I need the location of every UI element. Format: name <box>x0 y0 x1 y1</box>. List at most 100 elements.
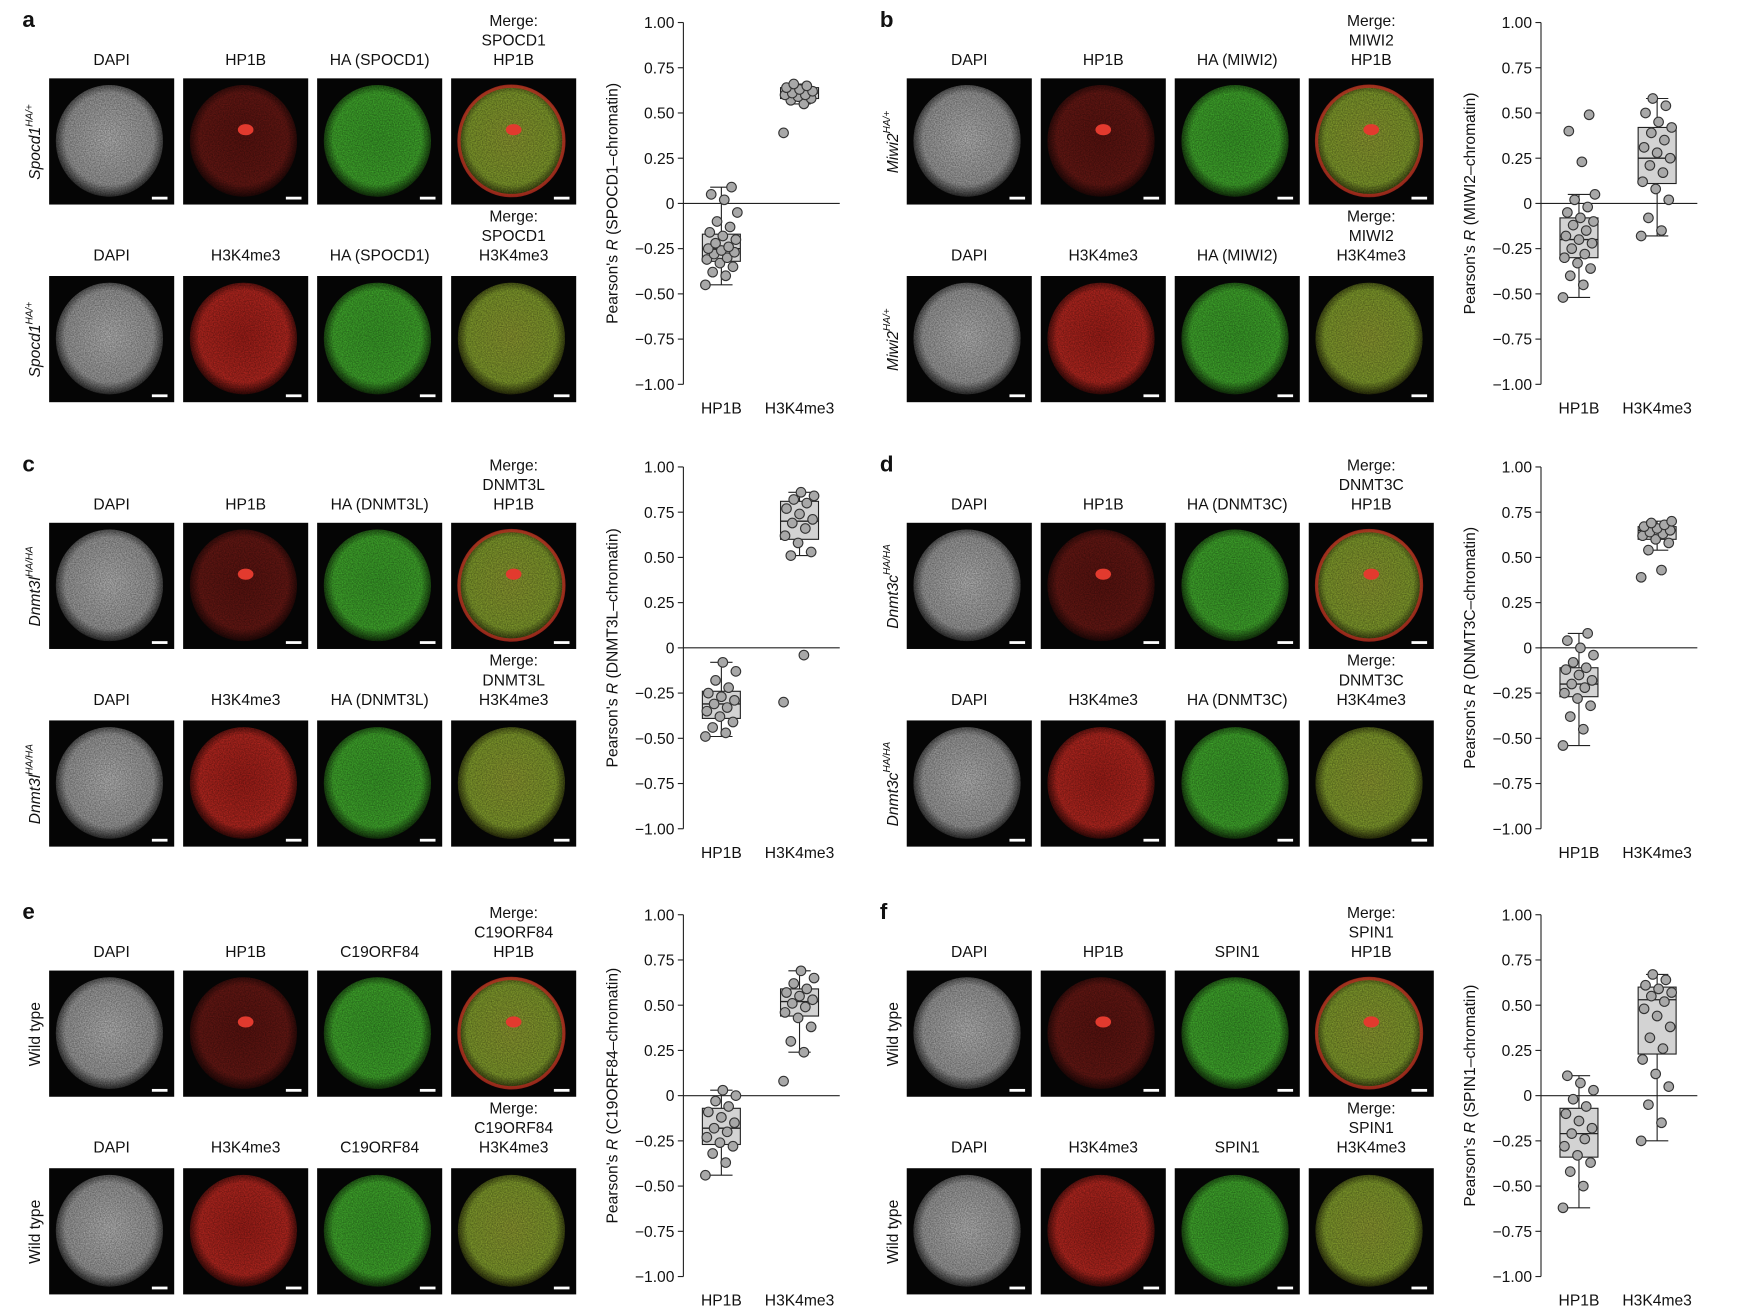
data-point <box>1588 216 1599 227</box>
data-point <box>717 656 729 668</box>
channel-label: HA (DNMT3L) <box>331 496 429 513</box>
channel-label: SPOCD1 <box>482 32 546 49</box>
data-point <box>701 705 713 717</box>
heterochromatin-spot <box>1095 568 1112 580</box>
nucleus-texture <box>55 1174 164 1287</box>
data-point <box>1645 990 1657 1002</box>
y-tick-label: −0.75 <box>1493 776 1533 793</box>
data-point <box>1650 183 1662 195</box>
heterochromatin-spot <box>505 568 522 580</box>
y-tick-label: 0.50 <box>1502 550 1533 567</box>
scale-bar <box>1277 196 1294 200</box>
channel-label: H3K4me3 <box>1069 1140 1138 1157</box>
y-axis-label-part: Pearson's <box>605 1150 622 1223</box>
y-tick-label: 1.00 <box>1502 907 1533 924</box>
scale-bar <box>285 394 302 398</box>
genotype-label: Miwi2HA/+ <box>882 111 902 174</box>
data-point <box>1559 1140 1570 1152</box>
channel-label: DAPI <box>951 496 987 513</box>
nucleus-texture <box>1181 1174 1289 1287</box>
data-point <box>1572 1149 1583 1161</box>
nucleus-texture <box>457 977 566 1089</box>
data-point <box>1561 635 1573 646</box>
y-tick-label: 0.25 <box>644 1043 675 1060</box>
nucleus-texture <box>913 977 1021 1089</box>
nucleus-texture <box>1315 727 1423 839</box>
panel-letter: b <box>880 7 894 32</box>
data-point <box>788 978 800 989</box>
data-point <box>1563 125 1575 137</box>
data-point <box>781 987 792 998</box>
heterochromatin-spot <box>505 1016 522 1028</box>
channel-label: H3K4me3 <box>1337 692 1406 709</box>
merge-rim <box>457 976 566 1090</box>
data-point <box>1573 1115 1585 1127</box>
data-point <box>708 1122 720 1134</box>
data-point <box>1588 649 1599 661</box>
genotype-label: Wild type <box>885 1002 902 1066</box>
genotype-superscript: HA/HA <box>24 744 35 775</box>
channel-label: H3K4me3 <box>211 1140 280 1157</box>
data-point <box>805 546 817 558</box>
channel-label: H3K4me3 <box>479 1140 548 1157</box>
channel-label: HP1B <box>493 944 534 961</box>
nucleus-texture <box>1047 1174 1155 1287</box>
channel-label: HP1B <box>225 944 266 961</box>
y-tick-label: −0.25 <box>1493 1133 1533 1150</box>
heterochromatin-spot <box>237 568 254 580</box>
data-point <box>1660 974 1672 986</box>
nucleus-texture <box>323 1174 432 1287</box>
genotype-name: Wild type <box>27 1200 44 1264</box>
data-point <box>720 727 732 739</box>
y-tick-label: 0.75 <box>644 953 675 970</box>
data-point <box>1640 107 1651 119</box>
data-point <box>1560 1108 1572 1120</box>
y-axis-label-part: Pearson's <box>1462 241 1479 314</box>
heterochromatin-spot <box>237 1016 254 1028</box>
merge-rim <box>1314 976 1424 1090</box>
data-point <box>1635 230 1647 242</box>
nucleus-texture <box>55 282 164 395</box>
data-point <box>711 216 723 227</box>
data-point <box>710 675 721 686</box>
channel-label: H3K4me3 <box>1069 692 1138 709</box>
data-point <box>1644 160 1656 171</box>
heterochromatin-spot <box>1363 568 1380 580</box>
data-point <box>1566 243 1578 255</box>
data-point <box>799 1001 811 1013</box>
y-tick-label: 0.50 <box>1502 998 1533 1015</box>
channel-label: HA (DNMT3C) <box>1187 692 1288 709</box>
scale-bar <box>419 394 436 398</box>
nucleus-texture <box>189 85 298 197</box>
y-tick-label: 0.75 <box>1502 505 1533 522</box>
nucleus-texture <box>457 1174 566 1287</box>
data-point <box>720 270 732 282</box>
data-point <box>779 530 791 542</box>
y-axis-label-part: Pearson's <box>605 251 622 324</box>
data-point <box>788 78 800 90</box>
data-point <box>1656 225 1667 236</box>
data-point <box>1656 564 1667 576</box>
data-point <box>721 702 733 713</box>
data-point <box>1653 983 1664 995</box>
channel-label: H3K4me3 <box>479 692 548 709</box>
y-tick-label: 0.25 <box>644 151 675 168</box>
y-axis-label-part: R <box>605 1139 622 1150</box>
scale-bar <box>419 1088 436 1092</box>
data-point <box>1580 225 1592 236</box>
data-point <box>1577 1180 1589 1192</box>
data-point <box>1577 723 1589 735</box>
data-point <box>721 1126 733 1138</box>
channel-label: SPOCD1 <box>482 228 546 245</box>
data-point <box>1569 194 1580 206</box>
scale-bar <box>1143 641 1160 644</box>
merge-rim <box>457 528 566 642</box>
data-point <box>807 514 818 525</box>
scale-bar <box>1009 394 1026 398</box>
y-axis-label-part: Pearson's <box>1462 695 1479 768</box>
y-tick-label: 0.50 <box>644 550 675 567</box>
merge-rim <box>1314 528 1424 642</box>
y-axis-label: Pearson's R (MIWI2–chromatin) <box>1462 93 1479 315</box>
data-point <box>1567 219 1579 231</box>
